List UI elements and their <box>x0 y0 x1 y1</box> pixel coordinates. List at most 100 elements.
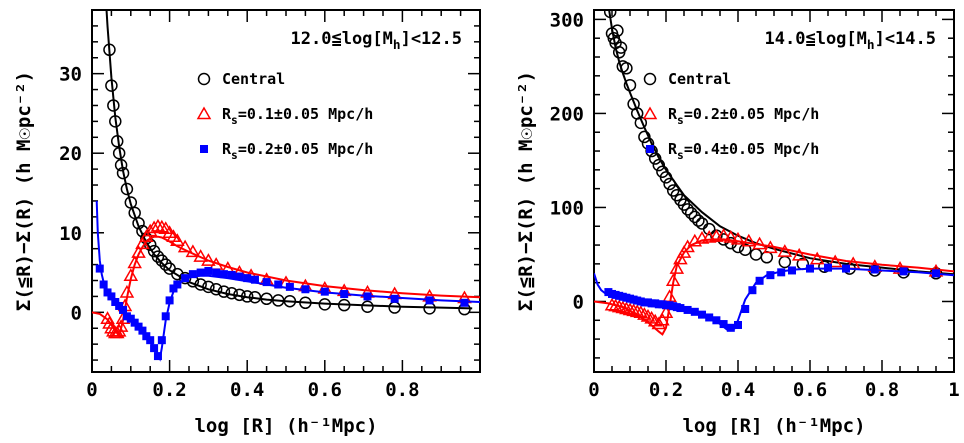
data-point <box>752 236 767 250</box>
x-tick-label: 0.6 <box>308 379 342 401</box>
data-point <box>622 302 638 316</box>
data-point <box>669 261 685 274</box>
data-point <box>165 296 174 305</box>
data-point <box>154 219 170 233</box>
data-point <box>719 320 728 329</box>
y-tick-label: 100 <box>550 197 584 219</box>
data-point <box>159 258 172 271</box>
series-triangle <box>92 218 480 339</box>
data-point <box>741 305 750 314</box>
data-point <box>99 280 108 289</box>
data-point <box>225 286 238 300</box>
data-point <box>193 249 208 262</box>
data-point <box>712 316 721 325</box>
series-curve <box>608 10 954 276</box>
data-point <box>240 290 254 303</box>
data-point <box>194 278 207 291</box>
series-square <box>594 263 954 332</box>
data-point <box>604 297 620 311</box>
data-point <box>663 177 676 191</box>
data-point <box>150 344 159 353</box>
data-point <box>652 158 666 172</box>
data-point <box>146 220 162 234</box>
data-point <box>95 264 104 273</box>
series-square <box>95 200 480 362</box>
data-point <box>748 286 757 295</box>
data-point <box>233 288 246 302</box>
legend-marker <box>196 106 212 120</box>
data-point <box>791 247 807 261</box>
legend-label: Rs=0.2±0.05 Mpc/h <box>222 140 373 162</box>
data-point <box>119 305 128 314</box>
panel-title-pre: 12.0≦log[M <box>291 29 393 49</box>
legend-label: Rs=0.1±0.05 Mpc/h <box>222 105 373 127</box>
data-point <box>692 214 705 227</box>
legend-label-pre: Central <box>668 70 731 88</box>
data-point <box>103 43 116 57</box>
data-point <box>705 313 714 322</box>
data-point <box>209 283 223 296</box>
legend-marker <box>197 72 211 86</box>
data-point <box>827 254 843 268</box>
data-point <box>651 316 667 330</box>
legend-label-pre: R <box>222 105 232 123</box>
legend-label: Rs=0.2±0.05 Mpc/h <box>668 105 819 127</box>
data-point <box>340 290 349 299</box>
data-point <box>119 284 135 298</box>
x-tick-label: 0 <box>86 379 97 401</box>
data-point <box>695 217 709 230</box>
x-tick-label: 1 <box>948 379 959 401</box>
legend-label-sub: s <box>677 114 684 127</box>
data-point <box>243 274 252 283</box>
data-point <box>734 320 742 329</box>
data-point <box>658 305 674 319</box>
data-point <box>788 266 796 275</box>
data-point <box>640 309 656 322</box>
data-point <box>116 166 130 180</box>
x-axis-label: log [R] (h⁻¹Mpc) <box>194 415 377 437</box>
data-point <box>150 218 166 232</box>
panel-title: 14.0≦log[Mh]<14.5 <box>765 29 936 53</box>
data-point <box>318 298 332 311</box>
data-point <box>425 296 434 305</box>
legend-label-post: =0.2±0.05 Mpc/h <box>684 105 819 123</box>
series-circle <box>603 10 954 280</box>
data-point <box>227 270 236 279</box>
x-tick-label: 0.8 <box>385 379 419 401</box>
data-point <box>932 269 940 278</box>
legend-marker <box>646 145 654 153</box>
legend-marker <box>642 106 658 120</box>
panel-title-sub: h <box>867 38 875 53</box>
y-tick-label: 0 <box>71 302 82 324</box>
legend-label-pre: R <box>668 140 678 158</box>
legend-label-sub: s <box>677 149 684 162</box>
x-tick-label: 0.4 <box>230 379 264 401</box>
data-point <box>763 240 778 254</box>
legend-label: Central <box>668 70 731 88</box>
legend-label: Central <box>222 70 285 88</box>
data-point <box>778 255 792 269</box>
data-point <box>806 264 814 273</box>
data-point <box>153 352 162 361</box>
plot-area <box>92 10 480 362</box>
data-point <box>131 245 146 258</box>
data-point <box>274 280 283 289</box>
data-point <box>716 228 731 241</box>
data-point <box>626 303 641 317</box>
data-point <box>337 298 351 312</box>
x-tick-label: 0.4 <box>721 379 755 401</box>
y-tick-label: 30 <box>59 64 82 86</box>
y-axis-label: Σ(≦R)−Σ(R) (h M☉pc⁻²) <box>515 71 537 311</box>
legend: Central Rs=0.1±0.05 Mpc/h Rs=0.2±0.05 Mpc/… <box>196 70 373 162</box>
data-point <box>110 135 124 148</box>
data-point <box>299 296 312 310</box>
data-point <box>460 298 469 307</box>
data-point <box>285 282 294 291</box>
y-tick-label: 0 <box>573 291 584 313</box>
data-point <box>155 254 169 267</box>
data-point <box>824 263 832 272</box>
y-tick-label: 200 <box>550 103 584 125</box>
data-point <box>730 231 746 245</box>
